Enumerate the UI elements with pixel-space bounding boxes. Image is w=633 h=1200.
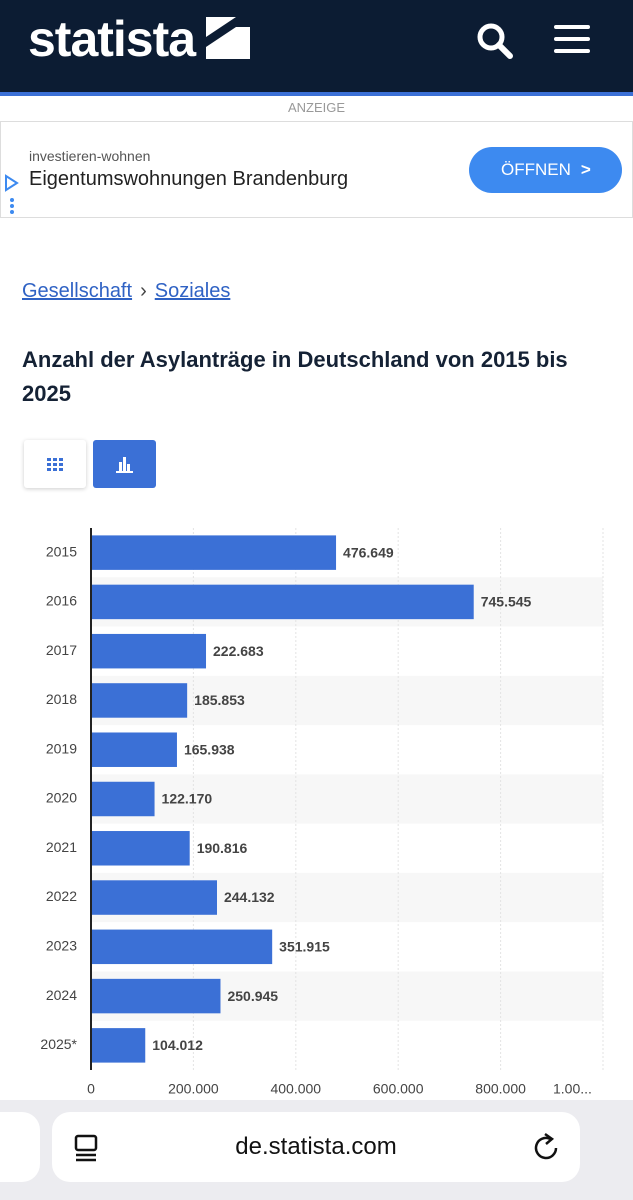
x-tick-label: 1.00... bbox=[553, 1081, 592, 1097]
bar bbox=[92, 880, 217, 915]
breadcrumb-link[interactable]: Soziales bbox=[154, 280, 231, 302]
breadcrumb-link[interactable]: Gesellschaft bbox=[22, 280, 133, 302]
y-tick-label: 2023 bbox=[46, 938, 77, 954]
y-tick-label: 2015 bbox=[46, 543, 77, 559]
bar bbox=[92, 633, 207, 669]
chart: 0 200.000 400.000 600.000 800.000 1.00... 2015… bbox=[40, 528, 604, 1097]
x-tick-label: 0 bbox=[87, 1081, 95, 1097]
bar bbox=[92, 535, 337, 570]
data-label: 250.945 bbox=[227, 988, 278, 1004]
chart-title: Anzahl der Asylanträge in Deutschland vo… bbox=[22, 347, 568, 406]
menu-icon[interactable] bbox=[552, 22, 592, 56]
bar bbox=[92, 584, 474, 620]
chart-icon bbox=[116, 457, 133, 473]
data-label: 122.170 bbox=[162, 791, 213, 807]
breadcrumb: Gesellschaft › Soziales bbox=[22, 280, 230, 303]
logo[interactable]: statista bbox=[28, 11, 196, 67]
search-icon[interactable] bbox=[474, 20, 514, 60]
y-tick-label: 2025* bbox=[40, 1036, 77, 1052]
ad-label: ANZEIGE bbox=[287, 100, 346, 115]
ad-button[interactable]: ÖFFNEN > bbox=[469, 147, 622, 193]
y-tick-label: 2017 bbox=[46, 642, 77, 658]
data-label: 745.545 bbox=[481, 594, 532, 610]
y-tick-label: 2021 bbox=[46, 839, 77, 855]
bar bbox=[92, 781, 155, 817]
data-label: 104.012 bbox=[152, 1037, 203, 1053]
tab-preview[interactable] bbox=[0, 1112, 40, 1182]
row-band bbox=[91, 774, 603, 824]
address-bar[interactable]: de.statista.com bbox=[52, 1112, 580, 1182]
reload-icon[interactable] bbox=[532, 1132, 562, 1164]
data-label: 351.915 bbox=[279, 939, 330, 955]
data-label: 476.649 bbox=[343, 544, 394, 560]
x-tick-label: 200.000 bbox=[168, 1081, 219, 1097]
data-label: 222.683 bbox=[213, 643, 264, 659]
logo-icon bbox=[206, 17, 250, 59]
data-label: 165.938 bbox=[184, 741, 235, 757]
data-label: 190.816 bbox=[197, 840, 248, 856]
data-label: 185.853 bbox=[194, 692, 245, 708]
ad-icon bbox=[5, 174, 19, 214]
x-tick-label: 400.000 bbox=[270, 1081, 321, 1097]
ad-button-label: ÖFFNEN bbox=[501, 160, 571, 179]
bar bbox=[92, 1028, 146, 1063]
ad[interactable]: investieren-wohnen Eigentumswohnungen Br… bbox=[0, 121, 633, 218]
bar bbox=[92, 732, 177, 767]
y-tick-label: 2020 bbox=[46, 790, 77, 806]
y-tick-label: 2018 bbox=[46, 691, 77, 707]
x-tick-label: 800.000 bbox=[475, 1081, 526, 1097]
url: de.statista.com bbox=[235, 1133, 397, 1160]
bar bbox=[92, 978, 221, 1014]
chevron: > bbox=[580, 160, 591, 179]
bar bbox=[92, 831, 190, 866]
table-view-button[interactable] bbox=[24, 440, 86, 488]
chart-view-button[interactable] bbox=[93, 440, 156, 488]
data-label: 244.132 bbox=[224, 889, 275, 905]
ad-source: investieren-wohnen bbox=[29, 148, 151, 164]
y-tick-label: 2022 bbox=[46, 888, 77, 904]
browser-bar: de.statista.com bbox=[0, 1100, 633, 1200]
header: statista bbox=[0, 0, 633, 96]
ad-headline: Eigentumswohnungen Brandenburg bbox=[29, 168, 349, 190]
y-tick-label: 2019 bbox=[46, 740, 77, 756]
x-tick-label: 600.000 bbox=[373, 1081, 424, 1097]
bar bbox=[92, 683, 188, 718]
y-tick-label: 2024 bbox=[46, 987, 77, 1003]
reader-icon[interactable] bbox=[74, 1134, 102, 1162]
bar bbox=[92, 929, 273, 965]
table-icon bbox=[47, 458, 63, 471]
breadcrumb-separator: › bbox=[140, 280, 147, 302]
y-tick-label: 2016 bbox=[46, 593, 77, 609]
